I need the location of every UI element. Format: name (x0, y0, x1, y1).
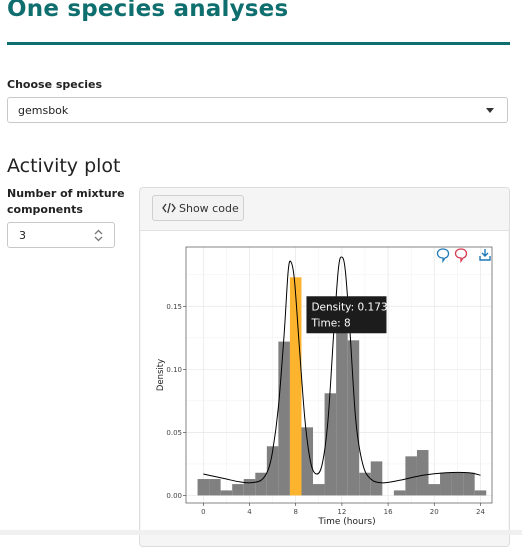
histogram-bar[interactable] (428, 484, 441, 496)
hover-closest-icon[interactable] (436, 248, 450, 264)
histogram-bar[interactable] (313, 484, 325, 496)
show-code-label: Show code (179, 202, 239, 215)
download-icon[interactable] (479, 249, 491, 261)
spinner-arrows-icon[interactable] (94, 229, 103, 242)
x-tick-label: 16 (384, 508, 393, 516)
histogram-bar[interactable] (255, 472, 267, 496)
activity-chart[interactable]: 0 4 8 12 16 20 24 0.00 0.05 0.10 0.15 Time (hours) D… (0, 0, 522, 535)
x-tick-label: 0 (201, 508, 205, 516)
mixture-label-line1: Number of mixture (7, 187, 125, 200)
species-selected-value: gemsbok (18, 104, 69, 117)
x-tick-label: 12 (337, 508, 346, 516)
title-divider (7, 42, 510, 45)
chevron-down-icon (486, 108, 494, 113)
show-code-button[interactable]: Show code (152, 195, 244, 221)
histogram-bar[interactable] (393, 490, 406, 496)
histogram-bar-highlighted[interactable] (289, 277, 302, 496)
x-tick-label: 24 (476, 508, 485, 516)
page-title: One species analyses (7, 0, 289, 22)
histogram-bar[interactable] (347, 340, 360, 496)
histogram-bar[interactable] (278, 341, 290, 496)
histogram-bar[interactable] (370, 461, 383, 496)
species-select[interactable]: gemsbok (7, 97, 508, 123)
tooltip-time: Time: 8 (310, 317, 350, 329)
activity-plot-title: Activity plot (7, 155, 121, 177)
x-tick-label: 4 (247, 508, 252, 516)
density-curve (203, 256, 481, 484)
histogram-bar[interactable] (440, 472, 452, 496)
histogram-bar[interactable] (220, 490, 233, 496)
mixture-label-line2: components (7, 203, 83, 216)
y-tick-label: 0.00 (166, 492, 182, 500)
y-tick-label: 0.10 (166, 366, 182, 374)
x-tick-label: 8 (293, 508, 297, 516)
species-label: Choose species (7, 78, 103, 91)
hover-tooltip: Density: 0.173 Time: 8 (306, 296, 388, 334)
mixture-components-value: 3 (19, 229, 26, 242)
plot-toolbar (436, 248, 491, 264)
bottom-scroll-bar (0, 530, 522, 535)
histogram-bar[interactable] (266, 446, 279, 496)
histogram-bar[interactable] (232, 484, 244, 496)
code-icon (162, 202, 176, 214)
x-axis-label: Time (hours) (317, 517, 375, 527)
histogram-bar[interactable] (197, 479, 210, 496)
histogram-bar[interactable] (474, 490, 487, 496)
histogram-bar[interactable] (416, 450, 429, 496)
tooltip-background (306, 296, 387, 334)
mixture-components-input[interactable]: 3 (7, 222, 115, 248)
y-axis-label: Density (156, 359, 166, 391)
histogram-bar[interactable] (463, 472, 475, 496)
plot-border (185, 246, 493, 504)
panel-divider (140, 230, 509, 231)
histogram-bar[interactable] (209, 479, 221, 496)
histogram-bar[interactable] (243, 479, 256, 496)
y-tick-label: 0.15 (166, 303, 182, 311)
x-tick-label: 20 (430, 508, 439, 516)
tooltip-density: Density: 0.173 (311, 301, 387, 313)
histogram-bar[interactable] (405, 456, 417, 496)
histogram-bar[interactable] (451, 472, 464, 496)
compare-hover-icon[interactable] (454, 248, 468, 264)
histogram-bar[interactable] (324, 393, 337, 496)
histogram-bar[interactable] (301, 427, 314, 496)
histogram-bar[interactable] (359, 472, 371, 496)
histogram-bar[interactable] (336, 322, 348, 496)
y-tick-label: 0.05 (166, 429, 182, 437)
